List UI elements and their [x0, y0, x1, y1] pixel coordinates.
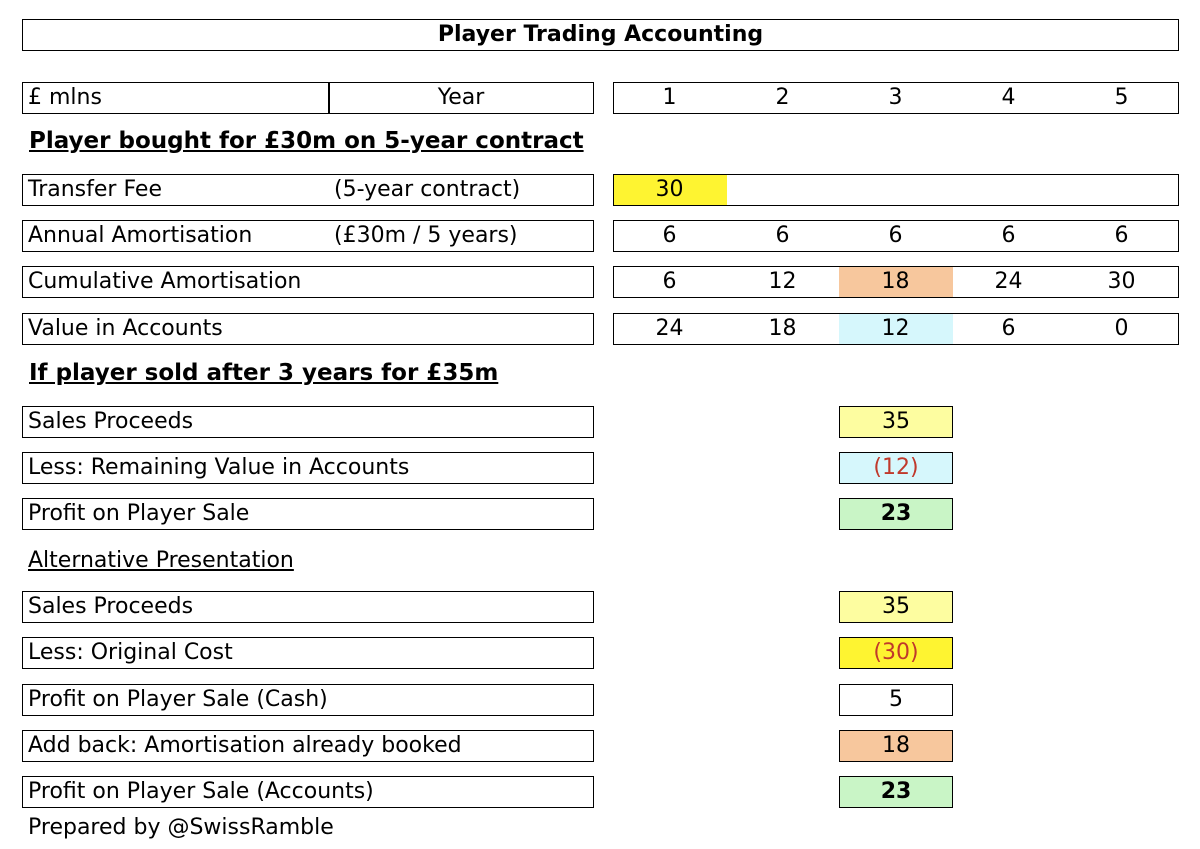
annual-amortisation-y4: 6 [1001, 223, 1016, 248]
year-3: 3 [888, 85, 903, 110]
annual-amortisation-y1: 6 [662, 223, 677, 248]
cumulative-amortisation-label-box [22, 266, 594, 298]
annual-amortisation-label-box [22, 220, 594, 252]
year-label: Year [437, 85, 485, 110]
annual-amortisation-note: (£30m / 5 years) [334, 223, 518, 248]
unit-label: £ mlns [28, 85, 102, 110]
s3-profit-accounts-label-box [22, 776, 594, 808]
cumulative-amortisation-y5: 30 [1107, 269, 1136, 294]
s2-remaining-value-label-box [22, 452, 594, 484]
s2-remaining-value-label: Less: Remaining Value in Accounts [28, 455, 410, 480]
value-in-accounts-values-box [613, 313, 1179, 345]
footer-credit: Prepared by @SwissRamble [28, 815, 334, 840]
annual-amortisation-y5: 6 [1114, 223, 1129, 248]
transfer-fee-note: (5-year contract) [334, 177, 521, 202]
cumulative-amortisation-y4: 24 [994, 269, 1023, 294]
unit-cell [22, 82, 330, 114]
annual-amortisation-y3: 6 [888, 223, 903, 248]
transfer-fee-highlight [614, 175, 727, 205]
section1-heading: Player bought for £30m on 5-year contrac… [29, 128, 584, 154]
year-2: 2 [775, 85, 790, 110]
transfer-fee-values-box [613, 174, 1179, 206]
value-in-accounts-y2: 18 [768, 316, 797, 341]
year-1: 1 [662, 85, 677, 110]
s3-original-cost-label-box [22, 637, 594, 669]
s3-original-cost-value: (30) [839, 637, 953, 669]
s3-sales-proceeds-label-box [22, 591, 594, 623]
cumulative-amortisation-label: Cumulative Amortisation [28, 269, 302, 294]
s2-sales-proceeds-label: Sales Proceeds [28, 409, 194, 434]
s3-original-cost-label: Less: Original Cost [28, 640, 233, 665]
cumulative-amortisation-values-box [613, 266, 1179, 298]
annual-amortisation-label: Annual Amortisation [28, 223, 253, 248]
s3-sales-proceeds-label: Sales Proceeds [28, 594, 194, 619]
value-in-accounts-y4: 6 [1001, 316, 1016, 341]
section3-heading: Alternative Presentation [28, 548, 294, 573]
year-5: 5 [1114, 85, 1129, 110]
s2-profit-value: 23 [839, 498, 953, 530]
section2-heading: If player sold after 3 years for £35m [29, 360, 499, 386]
s3-add-back-label: Add back: Amortisation already booked [28, 733, 462, 758]
transfer-fee-y1: 30 [655, 177, 684, 202]
s2-profit-label-box [22, 498, 594, 530]
cumulative-amortisation-y2: 12 [768, 269, 797, 294]
s3-profit-accounts-label: Profit on Player Sale (Accounts) [28, 779, 374, 804]
value-in-accounts-y5: 0 [1114, 316, 1129, 341]
years-row-box [613, 82, 1179, 114]
cumulative-amortisation-y3: 18 [881, 269, 910, 294]
year-4: 4 [1001, 85, 1016, 110]
value-in-accounts-highlight [839, 314, 953, 344]
s3-profit-cash-label: Profit on Player Sale (Cash) [28, 687, 328, 712]
transfer-fee-label: Transfer Fee [28, 177, 162, 202]
year-label-cell [328, 82, 594, 114]
cumulative-amortisation-highlight [839, 267, 953, 297]
annual-amortisation-y2: 6 [775, 223, 790, 248]
annual-amortisation-values-box [613, 220, 1179, 252]
s2-profit-label: Profit on Player Sale [28, 501, 250, 526]
transfer-fee-label-box [22, 174, 594, 206]
value-in-accounts-y3: 12 [881, 316, 910, 341]
s2-sales-proceeds-value: 35 [839, 406, 953, 438]
s3-add-back-value: 18 [839, 730, 953, 762]
s3-profit-cash-value: 5 [839, 684, 953, 716]
value-in-accounts-label: Value in Accounts [28, 316, 223, 341]
s3-sales-proceeds-value: 35 [839, 591, 953, 623]
value-in-accounts-label-box [22, 313, 594, 345]
value-in-accounts-y1: 24 [655, 316, 684, 341]
s3-profit-cash-label-box [22, 684, 594, 716]
s3-add-back-label-box [22, 730, 594, 762]
cumulative-amortisation-y1: 6 [662, 269, 677, 294]
s2-remaining-value-value: (12) [839, 452, 953, 484]
s2-sales-proceeds-label-box [22, 406, 594, 438]
s3-profit-accounts-value: 23 [839, 776, 953, 808]
page-title: Player Trading Accounting [22, 19, 1179, 51]
